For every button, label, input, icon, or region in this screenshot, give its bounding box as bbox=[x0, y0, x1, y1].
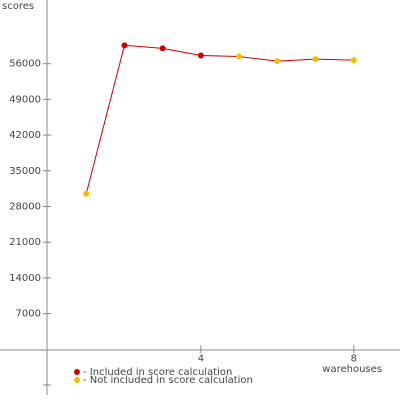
y-tick-label: 35000 bbox=[9, 166, 41, 177]
data-point bbox=[197, 52, 204, 59]
y-tick-label: 42000 bbox=[9, 130, 41, 141]
y-tick-label: 28000 bbox=[9, 202, 41, 213]
legend-marker bbox=[74, 377, 80, 383]
data-point bbox=[121, 42, 128, 49]
data-point bbox=[236, 53, 243, 60]
x-tick-label: 4 bbox=[198, 353, 204, 364]
series-line bbox=[85, 44, 354, 194]
legend-marker bbox=[74, 369, 80, 375]
x-axis-label: warehouses bbox=[322, 364, 382, 375]
y-tick-label: 21000 bbox=[9, 237, 41, 248]
y-axis-label: scores bbox=[2, 1, 34, 12]
data-point bbox=[350, 57, 357, 64]
x-tick-label: 8 bbox=[351, 353, 357, 364]
data-point bbox=[83, 190, 90, 197]
data-point bbox=[274, 58, 281, 65]
legend-label: - Included in score calculation bbox=[83, 367, 232, 378]
y-tick-label: 14000 bbox=[9, 273, 41, 284]
y-tick-label: 56000 bbox=[9, 59, 41, 70]
y-tick-label: 7000 bbox=[16, 309, 41, 320]
legend-label: - Not included in score calculation bbox=[83, 375, 253, 386]
data-point bbox=[159, 45, 166, 52]
y-tick-label: 49000 bbox=[9, 94, 41, 105]
data-point bbox=[312, 56, 319, 63]
